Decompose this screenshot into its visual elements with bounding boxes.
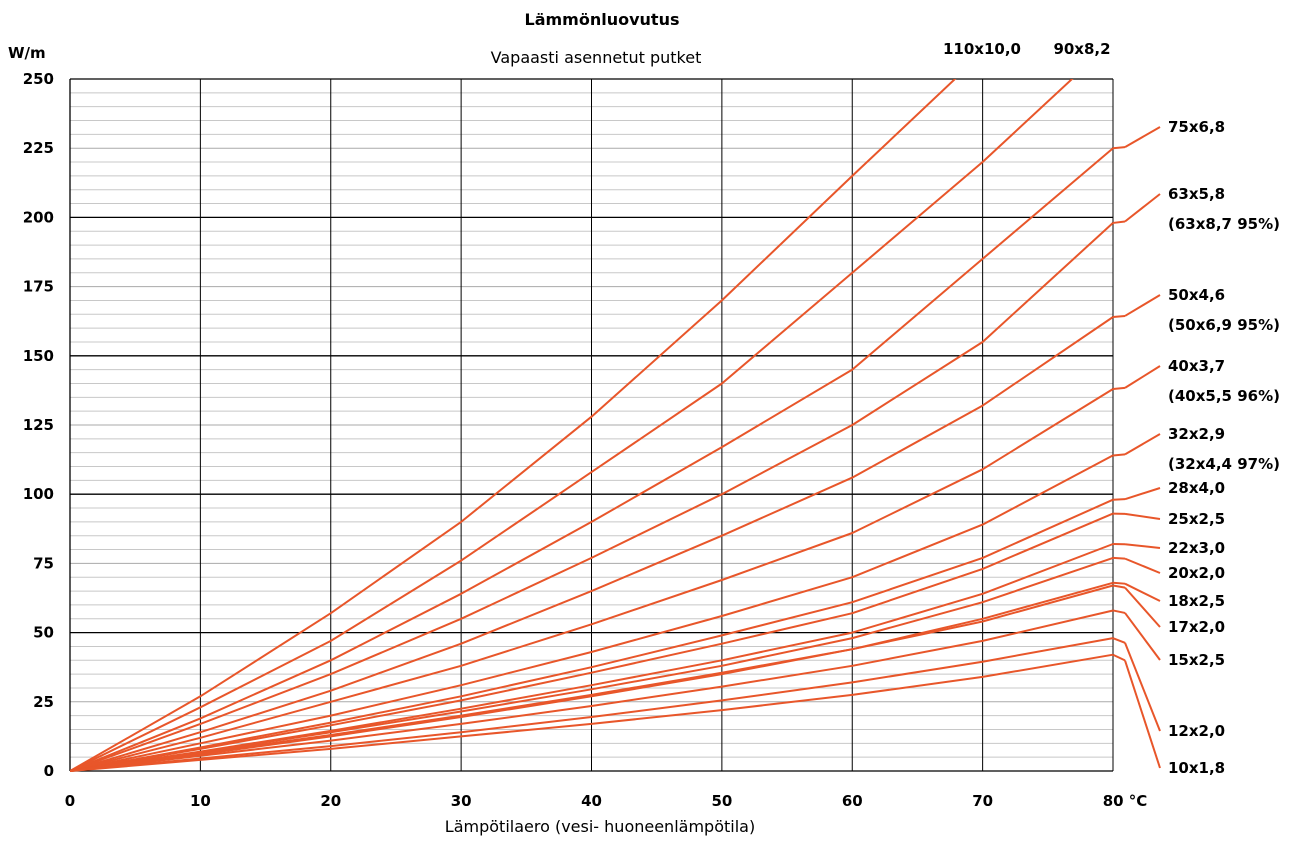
leader-line: [1112, 220, 1126, 224]
leader-line: [1124, 433, 1161, 456]
series-label: (50x6,9 95%): [1168, 316, 1280, 334]
series-line: [70, 498, 1114, 772]
series-line: [70, 581, 1114, 772]
y-axis-unit: W/m: [8, 44, 46, 62]
series-line: [70, 454, 1114, 772]
leader-line: [1112, 556, 1126, 560]
y-tick-label: 250: [23, 70, 54, 88]
leader-line: [1112, 581, 1126, 585]
series-lines: [70, 79, 1114, 772]
y-tick-label: 25: [33, 693, 54, 711]
x-tick-label: 20: [320, 792, 341, 810]
leader-line: [1112, 146, 1126, 150]
series-line: [70, 512, 1114, 772]
series-label: 28x4,0: [1168, 479, 1225, 497]
leader-line: [1124, 612, 1161, 661]
series-label: 17x2,0: [1168, 618, 1225, 636]
chart-title: Lämmönluovutus: [525, 10, 680, 29]
leader-line: [1124, 294, 1161, 317]
x-tick-label: 40: [581, 792, 602, 810]
y-tick-label: 175: [23, 278, 54, 296]
leader-line: [1112, 637, 1126, 644]
x-tick-label: 0: [65, 792, 75, 810]
series-label: 15x2,5: [1168, 651, 1225, 669]
y-tick-label: 150: [23, 347, 54, 365]
y-tick-label: 125: [23, 416, 54, 434]
series-label: 110x10,0: [943, 40, 1021, 58]
leader-line: [1112, 386, 1126, 391]
leader-line: [1124, 512, 1161, 520]
x-tick-label: 50: [711, 792, 732, 810]
series-label: 40x3,7: [1168, 357, 1225, 375]
series-label: 18x2,5: [1168, 592, 1225, 610]
grid: [69, 78, 1114, 772]
x-tick-label: 80 °C: [1103, 792, 1148, 810]
x-tick-label: 30: [451, 792, 472, 810]
leader-line: [1124, 126, 1161, 149]
leader-line: [1124, 582, 1161, 602]
series-line: [70, 637, 1114, 772]
series-line: [70, 609, 1114, 772]
series-label: 63x5,8: [1168, 185, 1225, 203]
y-tick-label: 200: [23, 208, 54, 226]
leader-line: [1112, 584, 1126, 589]
series-label: (32x4,4 97%): [1168, 455, 1280, 473]
leader-line: [1112, 609, 1126, 614]
tick-labels: 0 25 50 75 100 125 150 175 200 225 250 0 10 20 30 40 50 6…: [23, 70, 1148, 810]
series-label: 22x3,0: [1168, 539, 1225, 557]
y-tick-label: 100: [23, 485, 54, 503]
series-label: 32x2,9: [1168, 425, 1225, 443]
leader-line: [1124, 586, 1161, 628]
leader-line: [1112, 653, 1126, 662]
series-label: (40x5,5 96%): [1168, 387, 1280, 405]
series-label: 75x6,8: [1168, 118, 1225, 136]
series-line: [70, 79, 1074, 772]
series-line: [70, 388, 1114, 772]
series-label: 12x2,0: [1168, 722, 1225, 740]
series-label: 25x2,5: [1168, 510, 1225, 528]
series-label: 20x2,0: [1168, 564, 1225, 582]
series-line: [70, 147, 1114, 772]
series-line: [70, 222, 1114, 772]
y-tick-label: 225: [23, 139, 54, 157]
leader-line: [1124, 365, 1161, 389]
y-tick-label: 50: [33, 624, 54, 642]
x-tick-label: 70: [972, 792, 993, 810]
series-label: 90x8,2: [1053, 40, 1110, 58]
leader-line: [1112, 498, 1126, 501]
series-line: [70, 556, 1114, 772]
series-line: [70, 584, 1114, 772]
y-tick-label: 0: [44, 762, 54, 780]
leader-line: [1124, 642, 1161, 732]
x-tick-label: 10: [190, 792, 211, 810]
series-labels: 110x10,0 90x8,2 75x6,8 63x5,8 (63x8,7 95%) 50…: [943, 40, 1280, 777]
series-line: [70, 79, 957, 772]
x-tick-label: 60: [842, 792, 863, 810]
series-line: [70, 316, 1114, 772]
x-axis-label: Lämpötilaero (vesi- huoneenlämpötila): [445, 817, 755, 836]
series-label: 10x1,8: [1168, 759, 1225, 777]
series-label: 50x4,6: [1168, 286, 1225, 304]
leader-line: [1112, 314, 1126, 319]
chart-subtitle: Vapaasti asennetut putket: [491, 48, 702, 67]
series-line: [70, 653, 1114, 772]
leader-line: [1124, 193, 1161, 223]
y-tick-label: 75: [33, 554, 54, 572]
leader-line: [1124, 557, 1161, 574]
leader-line: [1112, 453, 1126, 457]
series-label: (63x8,7 95%): [1168, 215, 1280, 233]
leader-line: [1124, 543, 1161, 549]
leader-line: [1124, 660, 1161, 769]
leader-line: [1124, 487, 1161, 501]
